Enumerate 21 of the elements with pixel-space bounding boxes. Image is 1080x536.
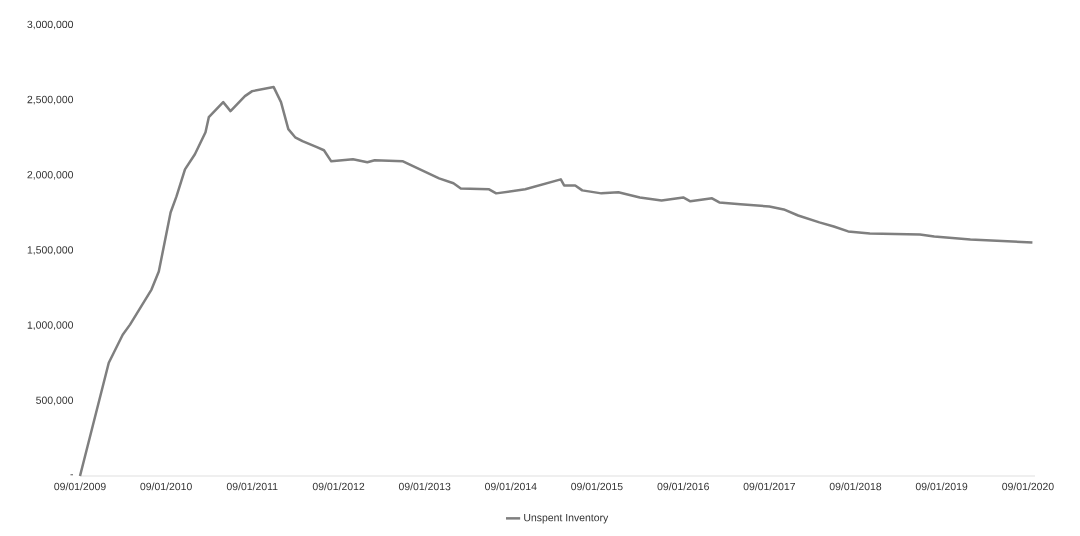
x-tick-label: 09/01/2011 — [226, 482, 278, 491]
x-tick-label: 09/01/2014 — [485, 482, 537, 491]
x-tick-label: 09/01/2019 — [915, 482, 968, 491]
x-tick-label: 09/01/2020 — [1002, 482, 1054, 491]
x-tick-label: 09/01/2012 — [312, 482, 365, 491]
legend-label: Unspent Inventory — [524, 514, 609, 524]
y-tick-label: 2,500,000 — [27, 95, 74, 105]
x-tick-label: 09/01/2015 — [571, 482, 623, 491]
y-tick-label: 500,000 — [36, 396, 74, 406]
x-tick-label: 09/01/2017 — [743, 482, 795, 491]
x-tick-label: 09/01/2013 — [398, 482, 451, 491]
y-tick-label: 1,000,000 — [27, 321, 74, 330]
y-tick-label: 2,000,000 — [27, 171, 74, 180]
y-tick-label: - — [70, 474, 74, 476]
x-tick-label: 09/01/2009 — [54, 482, 106, 491]
x-tick-label: 09/01/2010 — [140, 482, 192, 491]
y-tick-label: 1,500,000 — [27, 246, 74, 255]
y-tick-label: 3,000,000 — [27, 20, 74, 30]
x-tick-label: 09/01/2016 — [657, 482, 709, 491]
line-series — [78, 85, 1034, 478]
x-tick-label: 09/01/2018 — [829, 482, 882, 491]
